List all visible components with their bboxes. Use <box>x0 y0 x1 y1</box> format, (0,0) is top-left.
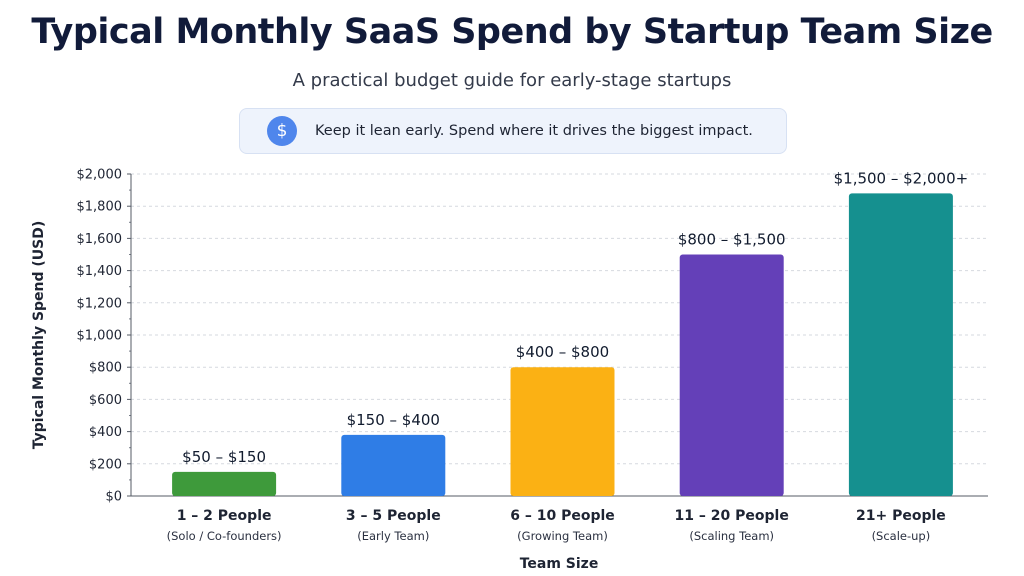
bar <box>341 434 446 496</box>
tip-banner: $ Keep it lean early. Spend where it dri… <box>239 108 787 154</box>
x-tick-sublabel: (Scaling Team) <box>689 529 774 543</box>
y-tick-label: $400 <box>89 425 122 440</box>
bars <box>172 193 953 496</box>
bar-value-label: $150 – $400 <box>347 411 440 429</box>
x-axis-label: Team Size <box>520 556 599 572</box>
bar <box>172 471 277 496</box>
page-subtitle: A practical budget guide for early-stage… <box>292 70 732 91</box>
y-tick-label: $1,000 <box>77 329 123 344</box>
y-tick-label: $0 <box>105 490 122 505</box>
y-axis-label: Typical Monthly Spend (USD) <box>31 221 47 450</box>
x-tick-label: 21+ People <box>856 508 946 524</box>
y-tick-label: $2,000 <box>77 168 123 183</box>
bar <box>510 367 615 496</box>
y-tick-label: $600 <box>89 393 122 408</box>
bar-value-label: $800 – $1,500 <box>678 231 786 249</box>
bar <box>848 193 953 496</box>
x-tick-sublabel: (Growing Team) <box>517 529 608 543</box>
bar-value-label: $1,500 – $2,000+ <box>834 169 969 187</box>
x-tick-label: 1 – 2 People <box>177 508 272 524</box>
bar <box>679 254 784 496</box>
x-tick-sublabel: (Solo / Co-founders) <box>167 529 282 543</box>
tip-text: Keep it lean early. Spend where it drive… <box>315 123 753 139</box>
x-tick-sublabel: (Scale-up) <box>872 529 931 543</box>
y-tick-label: $200 <box>89 457 122 472</box>
dollar-icon: $ <box>267 116 297 146</box>
x-tick-label: 11 – 20 People <box>675 508 789 524</box>
x-tick-label: 6 – 10 People <box>510 508 615 524</box>
bar-value-label: $50 – $150 <box>182 448 266 466</box>
y-tick-label: $1,800 <box>77 200 123 215</box>
labels: $50 – $150 1 – 2 People (Solo / Co-founder… <box>167 169 969 543</box>
x-tick-label: 3 – 5 People <box>346 508 441 524</box>
axes: $0 $200 $400 $600 $800 $1,000 $1,200 $1,400 $1,6… <box>77 168 988 505</box>
page-title: Typical Monthly SaaS Spend by Startup Te… <box>31 12 993 52</box>
bar-value-label: $400 – $800 <box>516 343 609 361</box>
x-tick-sublabel: (Early Team) <box>357 529 429 543</box>
y-tick-label: $1,200 <box>77 296 123 311</box>
y-tick-label: $800 <box>89 361 122 376</box>
y-tick-label: $1,600 <box>77 232 123 247</box>
y-tick-label: $1,400 <box>77 264 123 279</box>
